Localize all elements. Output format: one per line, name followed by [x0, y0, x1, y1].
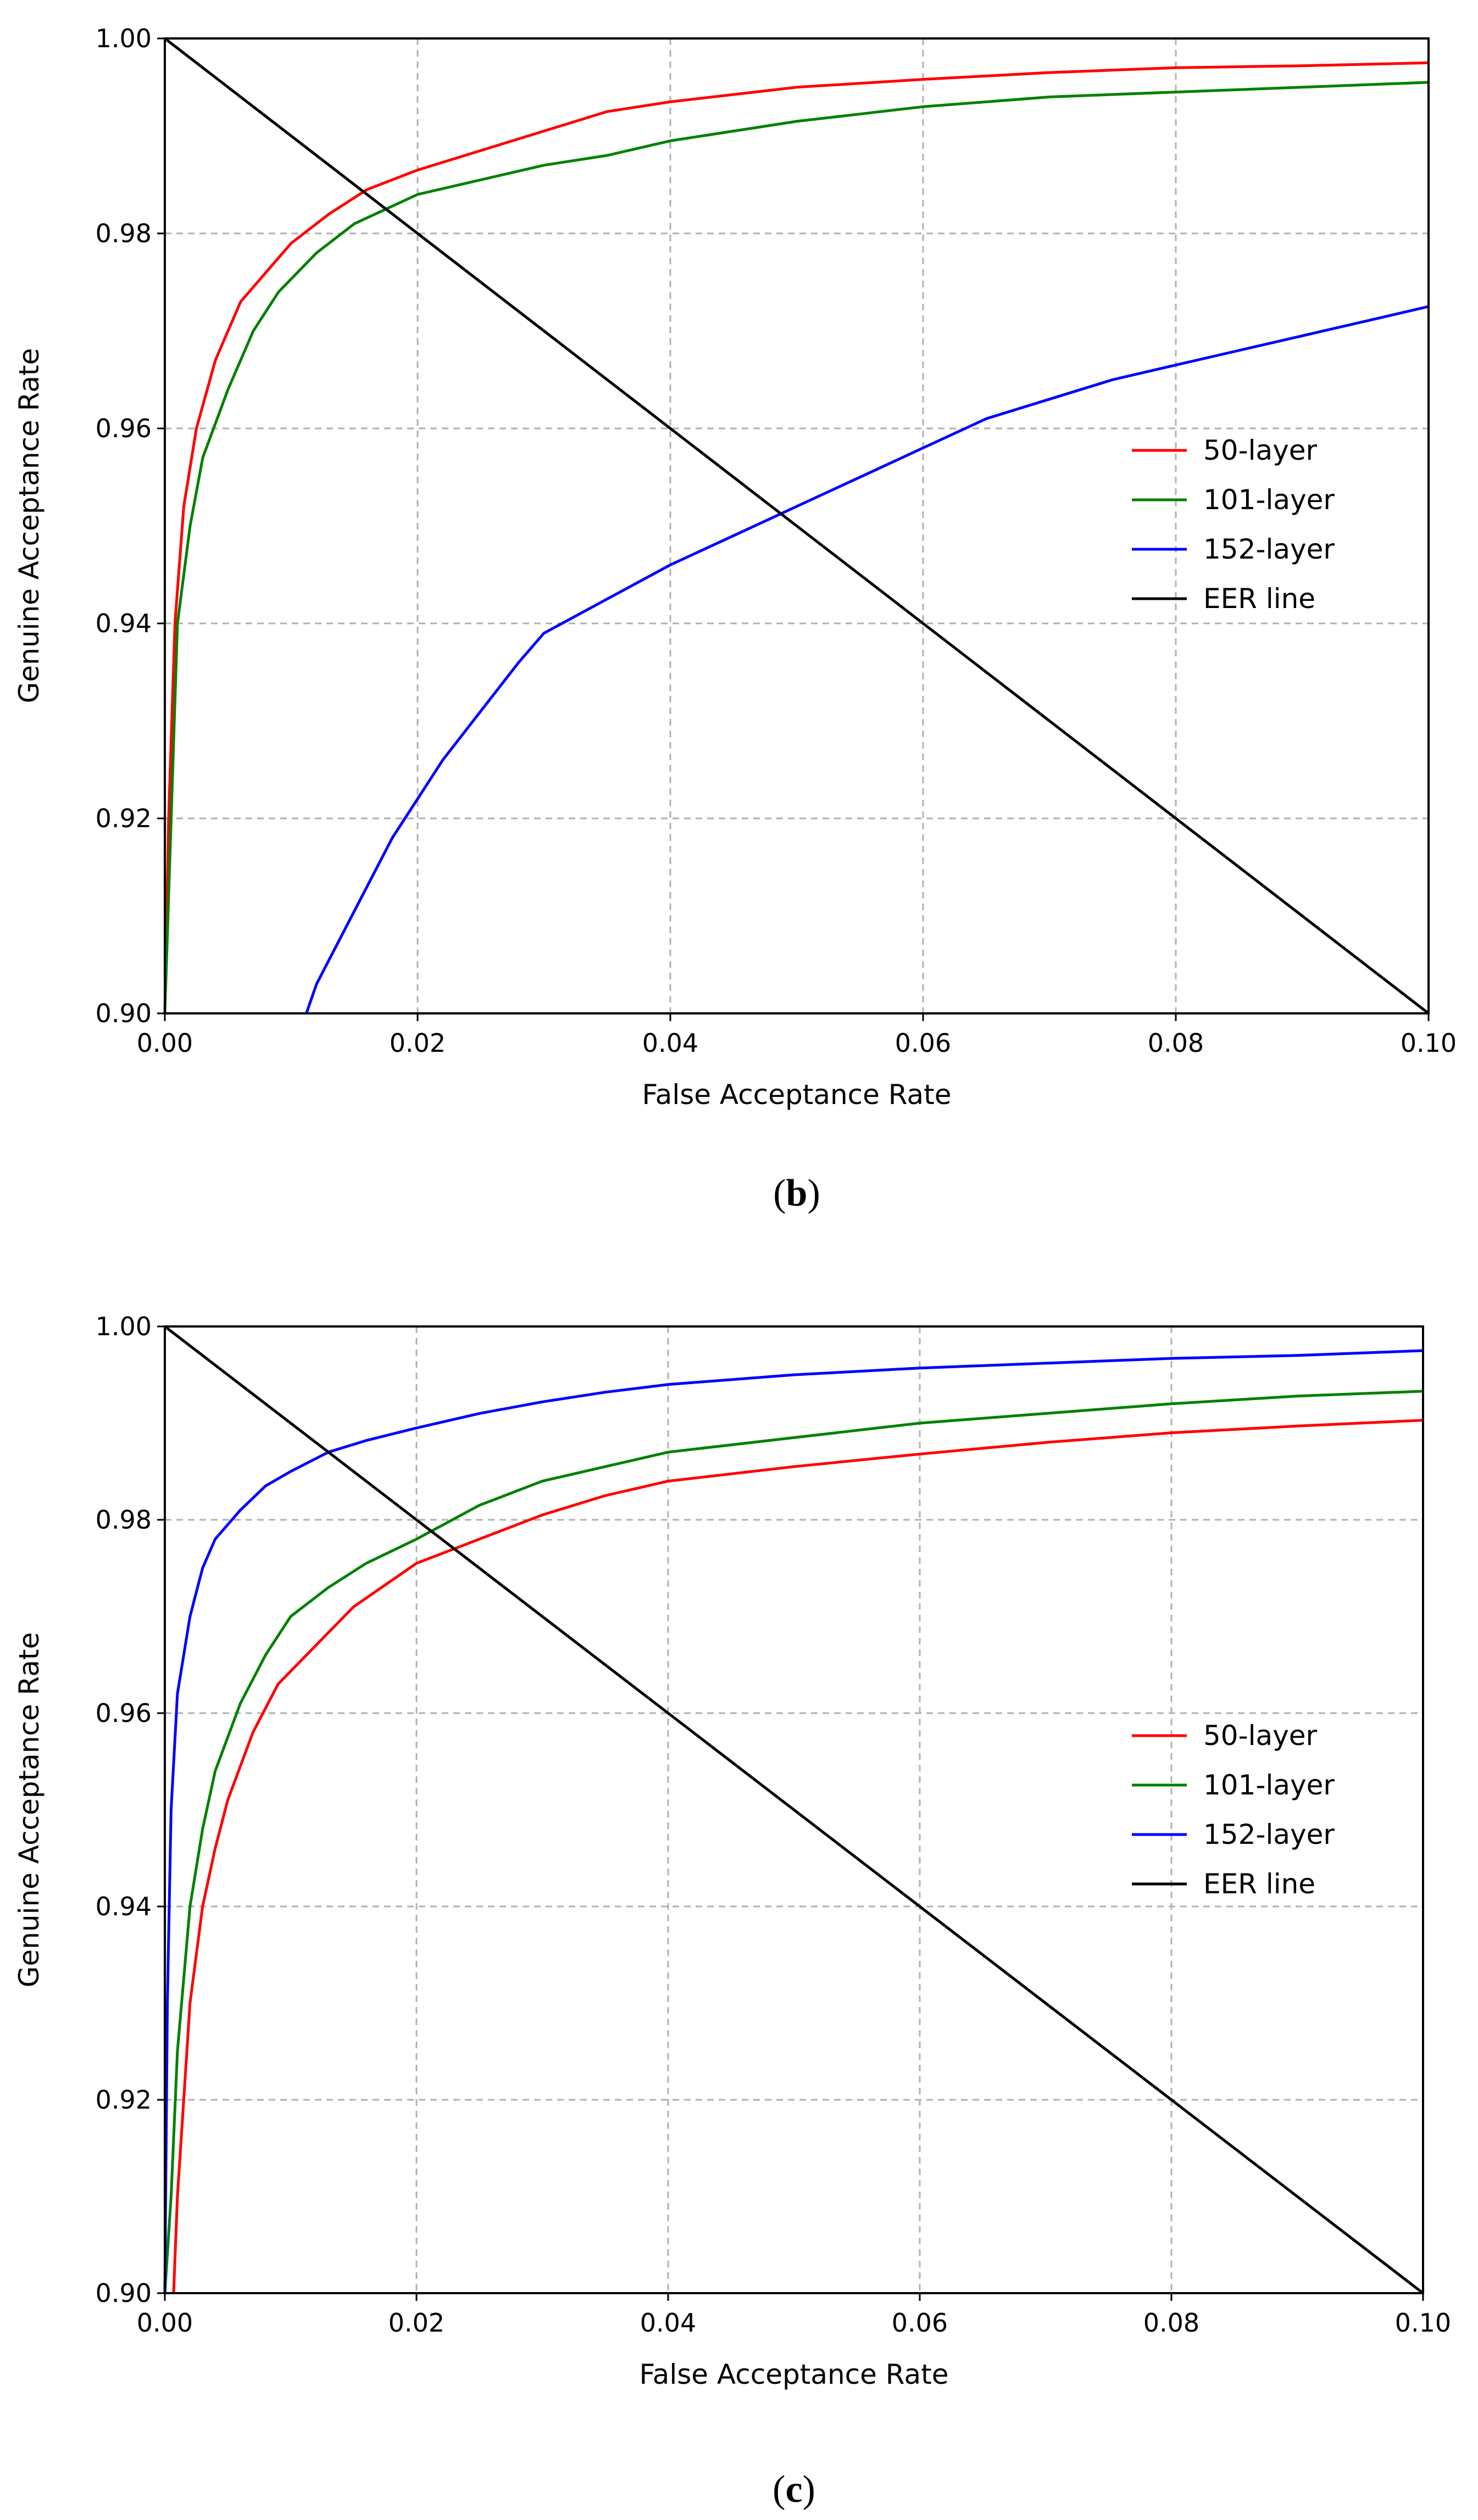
- chart-b: 0.00 0.02 0.04 0.06 0.08 0.10 0.90 0.92 0.94 0.96…: [13, 24, 1457, 1214]
- caption-b: (b): [773, 1172, 820, 1214]
- series-line-eer-line: [164, 37, 1430, 1014]
- x-axis-label-b: False Acceptance Rate: [642, 1079, 952, 1111]
- x-tick-label: 0.08: [1143, 2308, 1199, 2338]
- legend-label-eer-line: EER line: [1203, 583, 1315, 615]
- ticks-b: 0.00 0.02 0.04 0.06 0.08 0.10 0.90 0.92 0.94 0.96…: [96, 24, 1457, 1058]
- y-tick-label: 0.94: [96, 609, 152, 638]
- y-tick-label: 0.98: [96, 219, 152, 248]
- x-tick-label: 0.04: [640, 2308, 696, 2338]
- ticks-c: 0.00 0.02 0.04 0.06 0.08 0.10 0.90 0.92 0.94 0.96…: [96, 1312, 1452, 2338]
- y-tick-label: 0.90: [96, 2278, 152, 2308]
- y-tick-label: 1.00: [96, 1312, 152, 1341]
- legend-label-152-layer: 152-layer: [1203, 1819, 1335, 1850]
- legend-label-50-layer: 50-layer: [1203, 434, 1318, 466]
- legend-label-eer-line: EER line: [1203, 1868, 1315, 1900]
- legend-b: 50-layer 101-layer 152-layer EER line: [1132, 434, 1335, 615]
- series-group-c: [163, 1325, 1424, 2294]
- y-tick-label: 0.96: [96, 1698, 152, 1728]
- y-tick-label: 0.94: [96, 1892, 152, 1921]
- y-axis-label-c: Genuine Acceptance Rate: [13, 1632, 45, 1988]
- series-line-50-layer: [163, 61, 1429, 1014]
- series-line-50-layer: [172, 1419, 1424, 2294]
- y-tick-label: 0.92: [96, 804, 152, 833]
- x-axis-label-c: False Acceptance Rate: [640, 2359, 949, 2390]
- x-tick-label: 0.10: [1395, 2308, 1451, 2338]
- x-tick-label: 0.08: [1148, 1028, 1204, 1058]
- legend-label-101-layer: 101-layer: [1203, 484, 1335, 516]
- grid-b: [165, 38, 1429, 1013]
- legend-label-152-layer: 152-layer: [1203, 533, 1335, 565]
- series-line-152-layer: [163, 1349, 1424, 2294]
- legend-label-50-layer: 50-layer: [1203, 1720, 1318, 1752]
- legend-c: 50-layer 101-layer 152-layer EER line: [1132, 1720, 1335, 1900]
- x-tick-label: 0.00: [137, 2308, 193, 2338]
- x-tick-label: 0.10: [1401, 1028, 1457, 1058]
- series-line-152-layer: [305, 305, 1429, 1014]
- series-line-101-layer: [163, 81, 1429, 1014]
- x-tick-label: 0.02: [388, 2308, 444, 2338]
- y-axis-label-b: Genuine Acceptance Rate: [13, 348, 45, 704]
- y-tick-label: 0.90: [96, 999, 152, 1028]
- x-tick-label: 0.02: [390, 1028, 446, 1058]
- x-tick-label: 0.06: [892, 2308, 948, 2338]
- plot-frame-c: [164, 1325, 1424, 2294]
- series-line-eer-line: [164, 1325, 1424, 2294]
- caption-c: (c): [773, 2468, 815, 2511]
- series-group-b: [163, 37, 1430, 1014]
- x-tick-label: 0.00: [137, 1028, 193, 1058]
- caption-b-letter: b: [786, 1172, 808, 1214]
- legend-label-101-layer: 101-layer: [1203, 1769, 1335, 1801]
- caption-c-letter: c: [785, 2468, 802, 2511]
- x-tick-label: 0.04: [642, 1028, 698, 1058]
- grid-c: [165, 1326, 1423, 2293]
- y-tick-label: 0.92: [96, 2085, 152, 2115]
- y-tick-label: 0.96: [96, 414, 152, 443]
- plot-frame-b: [164, 37, 1430, 1014]
- chart-c: 0.00 0.02 0.04 0.06 0.08 0.10 0.90 0.92 0.94 0.96…: [13, 1312, 1451, 2511]
- x-tick-label: 0.06: [895, 1028, 951, 1058]
- y-tick-label: 1.00: [96, 24, 152, 53]
- y-tick-label: 0.98: [96, 1505, 152, 1535]
- series-line-101-layer: [163, 1390, 1424, 2294]
